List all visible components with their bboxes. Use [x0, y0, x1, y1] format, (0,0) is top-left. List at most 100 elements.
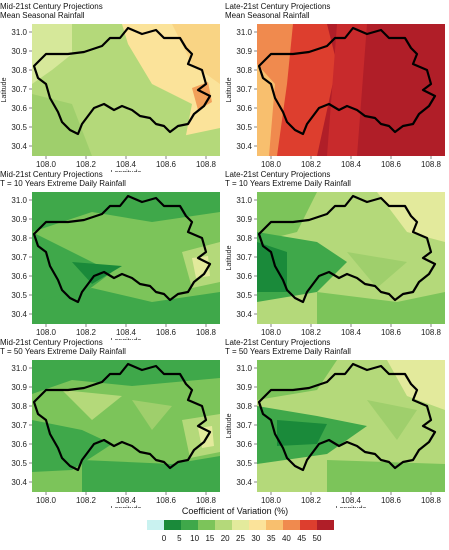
panel-title-line2: Mean Seasonal Rainfall [225, 11, 310, 20]
region-boundary [257, 362, 437, 472]
colorbar-swatch [215, 520, 232, 530]
x-tick-label: 108.0 [36, 496, 57, 505]
x-tick-label: 108.4 [341, 328, 362, 337]
colorbar: Coefficient of Variation (%) 0 5 10 15 20 25 3… [145, 500, 334, 550]
colorbar-tick-label: 30 [251, 534, 261, 543]
x-tick-label: 108.2 [301, 160, 322, 169]
y-tick-label: 30.6 [236, 272, 252, 281]
colorbar-tick-label: 25 [236, 534, 245, 543]
colorbar-tick-label: 45 [297, 534, 307, 543]
colorbar-swatch [232, 520, 249, 530]
y-tick-label: 30.8 [236, 402, 252, 411]
x-tick-label: 108.2 [76, 160, 97, 169]
y-tick-label: 30.8 [236, 66, 252, 75]
y-tick-label: 30.4 [236, 310, 252, 319]
y-tick-label: 30.9 [11, 383, 27, 392]
x-tick-label: 108.8 [196, 328, 217, 337]
x-tick-label: 108.6 [381, 496, 402, 505]
contour-region [257, 192, 317, 242]
colorbar-title: Coefficient of Variation (%) [181, 506, 289, 516]
y-tick-label: 30.5 [236, 123, 252, 132]
map-panel-6: Late-21st Century Projections T = 50 Year… [225, 338, 449, 508]
colorbar-tick-label: 50 [312, 534, 322, 543]
y-tick-label: 30.7 [11, 85, 27, 94]
y-tick-label: 31.0 [11, 196, 27, 205]
contour-region [172, 24, 220, 84]
y-tick-label: 30.7 [11, 253, 27, 262]
contour-region [32, 192, 220, 232]
y-tick-label: 30.9 [236, 47, 252, 56]
y-tick-label: 31.0 [236, 364, 252, 373]
y-tick-label: 30.7 [236, 421, 252, 430]
x-tick-label: 108.8 [421, 328, 442, 337]
x-tick-label: 108.6 [381, 328, 402, 337]
x-axis-label: Longitude [336, 506, 367, 508]
contour-region [72, 262, 122, 284]
panel-title-line2: T = 10 Years Extreme Daily Rainfall [0, 179, 126, 188]
x-axis-label: Longitude [111, 170, 142, 172]
x-tick-label: 108.6 [156, 496, 177, 505]
colorbar-swatch [300, 520, 317, 530]
y-axis-label: Latitude [226, 77, 233, 102]
y-tick-label: 30.4 [11, 310, 27, 319]
y-tick-label: 30.5 [236, 291, 252, 300]
x-tick-label: 108.0 [261, 496, 282, 505]
x-tick-label: 108.4 [116, 328, 137, 337]
region-boundary [32, 26, 212, 136]
y-tick-label: 30.9 [236, 383, 252, 392]
y-axis-label: Latitude [226, 413, 233, 438]
contour-region [32, 232, 112, 312]
map-panel-3: Mid-21st Century Projections T = 10 Years… [0, 170, 224, 340]
x-tick-label: 108.0 [36, 328, 57, 337]
colorbar-swatch [147, 520, 164, 530]
y-tick-label: 30.4 [236, 142, 252, 151]
colorbar-swatch [317, 520, 334, 530]
contour-region [257, 242, 287, 292]
x-tick-label: 108.6 [156, 160, 177, 169]
map-svg: 108.0 108.2 108.4 108.6 108.8 31.0 30.9 30.8 30.… [226, 360, 445, 508]
region-boundary [32, 362, 212, 472]
y-tick-label: 30.9 [11, 47, 27, 56]
colorbar-swatch [283, 520, 300, 530]
panel-title-line1: Mid-21st Century Projections [0, 338, 103, 347]
x-tick-label: 108.8 [196, 160, 217, 169]
map-svg: 108.0 108.2 108.4 108.6 108.8 31.0 30.9 30.8 30.… [1, 24, 220, 172]
y-tick-label: 30.7 [11, 421, 27, 430]
contour-region [387, 360, 445, 410]
colorbar-tick-label: 20 [220, 534, 230, 543]
y-tick-label: 30.8 [11, 66, 27, 75]
panel-title-line1: Late-21st Century Projections [225, 170, 331, 179]
panel-title-line1: Late-21st Century Projections [225, 338, 331, 347]
contour-region [62, 390, 122, 420]
contour-region [327, 24, 367, 156]
colorbar-tick-label: 35 [266, 534, 276, 543]
y-tick-label: 30.6 [11, 104, 27, 113]
colorbar-tick-label: 5 [177, 534, 182, 543]
map-panel-4: Late-21st Century Projections T = 10 Year… [225, 170, 449, 340]
map-panel-1: Mid-21st Century Projections Mean Seasona… [0, 2, 224, 172]
y-tick-label: 31.0 [11, 28, 27, 37]
contour-region [367, 400, 417, 440]
x-tick-label: 108.6 [381, 160, 402, 169]
x-axis-label: Longitude [111, 338, 142, 340]
map-svg: 108.0 108.2 108.4 108.6 108.8 31.0 30.9 30.8 30.… [11, 360, 220, 508]
colorbar-tick-label: 10 [190, 534, 200, 543]
panel-title-line2: Mean Seasonal Rainfall [0, 11, 85, 20]
x-tick-label: 108.2 [301, 496, 322, 505]
x-tick-label: 108.4 [116, 496, 137, 505]
x-tick-label: 108.6 [156, 328, 177, 337]
y-tick-label: 31.0 [236, 28, 252, 37]
y-tick-label: 30.5 [11, 291, 27, 300]
x-tick-label: 108.2 [76, 496, 97, 505]
y-axis-label: Latitude [226, 245, 233, 270]
x-tick-label: 108.4 [341, 496, 362, 505]
contour-region [132, 400, 172, 430]
colorbar-swatches [147, 520, 334, 530]
map-svg: 108.0 108.2 108.4 108.6 108.8 31.0 30.9 30.8 30.… [226, 24, 445, 169]
x-tick-label: 108.0 [36, 160, 57, 169]
contour-region [32, 360, 220, 394]
y-tick-label: 30.4 [11, 478, 27, 487]
region-boundary [257, 26, 437, 136]
contour-region [32, 420, 112, 472]
map-panel-2: Late-21st Century Projections Mean Season… [225, 2, 449, 172]
